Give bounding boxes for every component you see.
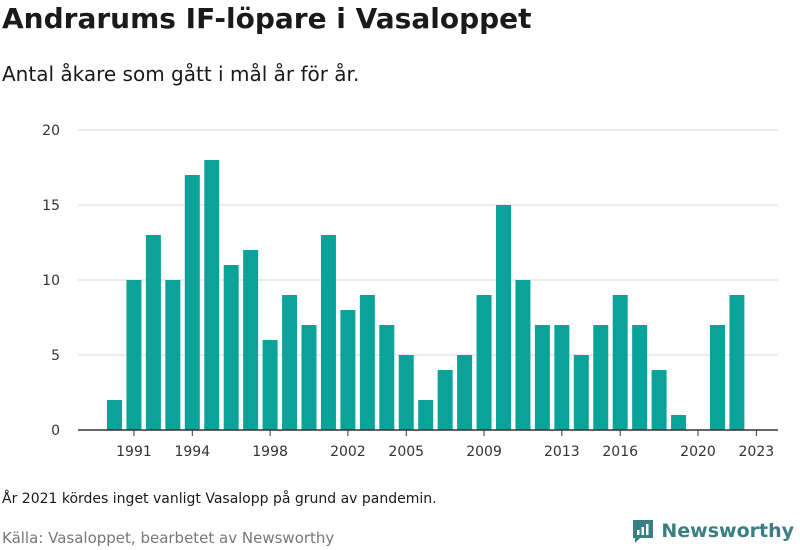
x-tick-label: 1991 [116, 444, 152, 460]
brand-logo: Newsworthy [631, 518, 794, 544]
x-tick-label: 2020 [680, 444, 716, 460]
bar-2014 [573, 355, 589, 430]
bar-1990 [107, 400, 122, 430]
bar-2019 [671, 415, 687, 430]
bar-2013 [554, 325, 570, 430]
bar-2003 [359, 295, 375, 430]
y-tick-label: 10 [42, 273, 60, 289]
x-tick-label: 2002 [330, 444, 366, 460]
brand-name: Newsworthy [661, 520, 794, 542]
bar-2017 [632, 325, 648, 430]
newsworthy-logo-icon [633, 520, 654, 543]
x-tick-label: 1994 [174, 444, 210, 460]
bar-1995 [204, 160, 220, 430]
bar-2008 [457, 355, 473, 430]
bar-2004 [379, 325, 395, 430]
source-text: Källa: Vasaloppet, bearbetet av Newswort… [2, 529, 335, 547]
bar-2016 [612, 295, 628, 430]
bar-2000 [301, 325, 317, 430]
bar-2015 [593, 325, 609, 430]
x-tick-label: 2013 [544, 444, 580, 460]
bar-2010 [496, 205, 511, 430]
bar-2007 [437, 370, 453, 430]
y-tick-label: 0 [51, 423, 60, 439]
bar-1992 [145, 235, 161, 430]
x-tick-label: 2009 [466, 444, 502, 460]
grid-lines [78, 129, 778, 356]
bar-2022 [729, 295, 745, 430]
x-tick-label: 2005 [388, 444, 424, 460]
bars [107, 160, 745, 430]
bar-1991 [126, 280, 142, 430]
bar-2018 [651, 370, 667, 430]
bar-2012 [534, 325, 550, 430]
bar-2005 [398, 355, 414, 430]
bar-1994 [184, 175, 200, 430]
bar-2001 [320, 235, 336, 430]
bar-1993 [165, 280, 181, 430]
chart-title: Andrarums IF-löpare i Vasaloppet [2, 2, 532, 35]
y-tick-label: 15 [42, 198, 60, 214]
y-tick-label: 5 [51, 348, 60, 364]
bar-1997 [243, 250, 259, 430]
bar-2011 [515, 280, 531, 430]
x-tick-label: 1998 [252, 444, 288, 460]
bar-2006 [418, 400, 434, 430]
chart-subtitle: Antal åkare som gått i mål år för år. [2, 62, 360, 86]
bar-chart: 0 5 10 15 20 1991 1994 1998 2002 2005 2009 2013 2016… [42, 123, 778, 460]
bar-2009 [476, 295, 492, 430]
axes: 0 5 10 15 20 1991 1994 1998 2002 2005 2009 2013 2016… [42, 123, 778, 460]
bar-2002 [340, 310, 356, 430]
bar-1996 [223, 265, 239, 430]
x-tick-label: 2016 [602, 444, 638, 460]
bar-1999 [282, 295, 298, 430]
bar-2021 [709, 325, 725, 430]
x-tick-label: 2023 [739, 444, 775, 460]
y-tick-label: 20 [42, 123, 60, 139]
footnote: År 2021 kördes inget vanligt Vasalopp på… [2, 491, 437, 507]
bar-1998 [262, 340, 278, 430]
